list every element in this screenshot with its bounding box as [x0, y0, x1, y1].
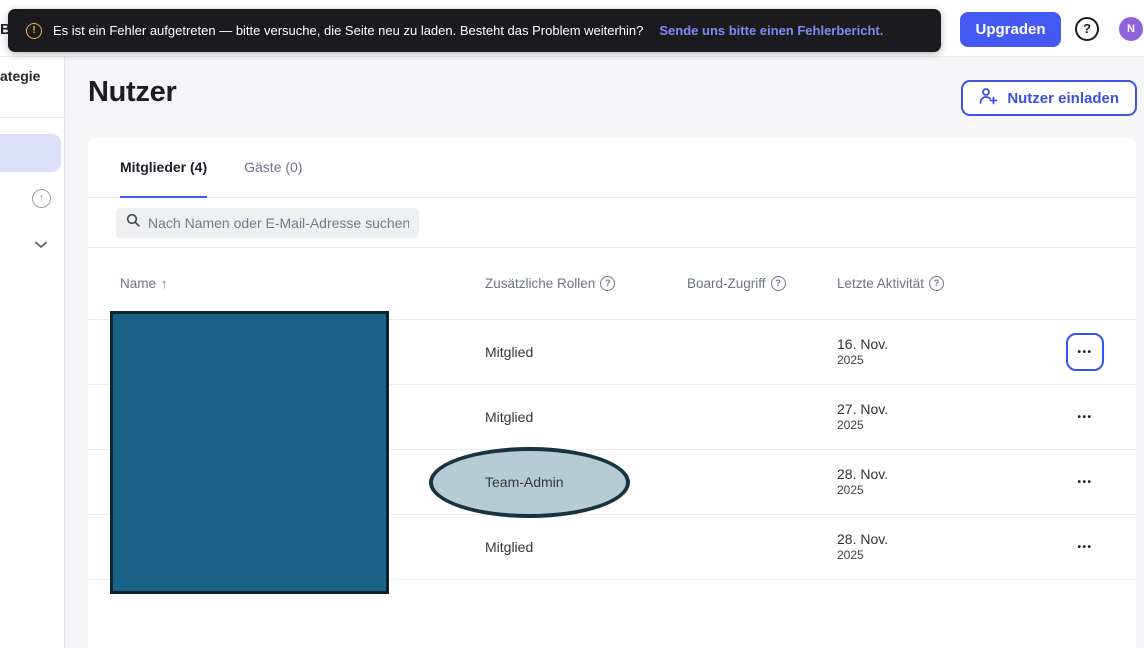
info-icon[interactable]: ? [600, 276, 616, 291]
member-role: Mitglied [485, 539, 534, 555]
invite-users-label: Nutzer einladen [1007, 89, 1119, 107]
chevron-down-icon[interactable] [34, 236, 48, 254]
member-last-activity: 28. Nov. 2025 [837, 531, 889, 562]
table-row: Team-Admin 28. Nov. 2025 ••• [88, 450, 1136, 515]
table-row: Mitglied 28. Nov. 2025 ••• [88, 515, 1136, 580]
sidebar-clipped-label: ategie [0, 68, 41, 84]
help-icon[interactable]: ? [1075, 17, 1099, 41]
row-menu-button[interactable]: ••• [1066, 528, 1104, 566]
sidebar-item-active[interactable] [0, 134, 61, 172]
member-last-activity: 16. Nov. 2025 [837, 336, 889, 367]
person-plus-icon [979, 87, 998, 109]
arrow-up-circle-icon[interactable]: ↑ [32, 189, 51, 208]
member-role: Mitglied [485, 409, 534, 425]
avatar[interactable]: N [1119, 17, 1143, 41]
redaction-box-annotation [110, 311, 389, 594]
table-header: Name ↑ Zusätzliche Rollen ? Board-Zugrif… [88, 248, 1136, 320]
column-header-last-activity: Letzte Aktivität ? [837, 276, 1056, 291]
highlight-ellipse-annotation [429, 447, 630, 518]
upgrade-button[interactable]: Upgraden [960, 12, 1061, 47]
member-role: Mitglied [485, 344, 534, 360]
clipped-team-name: B [0, 21, 11, 38]
top-bar: B ! Es ist ein Fehler aufgetreten — bitt… [0, 0, 1144, 57]
search-row [88, 198, 1136, 248]
invite-users-button[interactable]: Nutzer einladen [961, 80, 1137, 116]
tab-members[interactable]: Mitglieder (4) [120, 138, 208, 198]
tab-guests[interactable]: Gäste (0) [244, 159, 303, 175]
error-toast: ! Es ist ein Fehler aufgetreten — bitte … [8, 9, 941, 52]
row-menu-button[interactable]: ••• [1066, 463, 1104, 501]
sidebar-divider [0, 117, 65, 118]
column-header-board-access: Board-Zugriff ? [687, 276, 837, 291]
member-last-activity: 28. Nov. 2025 [837, 466, 889, 497]
table-row: Mitglied 27. Nov. 2025 ••• [88, 385, 1136, 450]
member-last-activity: 27. Nov. 2025 [837, 401, 889, 432]
page-title: Nutzer [88, 76, 177, 108]
column-header-roles: Zusätzliche Rollen ? [485, 276, 687, 291]
error-report-link[interactable]: Sende uns bitte einen Fehlerbericht. [659, 23, 884, 38]
info-icon[interactable]: ? [770, 276, 786, 291]
row-menu-button[interactable]: ••• [1066, 398, 1104, 436]
error-toast-message: Es ist ein Fehler aufgetreten — bitte ve… [53, 23, 644, 38]
sort-ascending-icon: ↑ [161, 276, 168, 291]
info-icon[interactable]: ? [929, 276, 945, 291]
column-header-name[interactable]: Name ↑ [120, 276, 168, 291]
warning-icon: ! [26, 22, 42, 39]
row-menu-button[interactable]: ••• [1066, 333, 1104, 371]
member-role: Team-Admin [485, 474, 564, 490]
search-input[interactable] [148, 214, 409, 231]
tabs: Mitglieder (4) Gäste (0) [88, 138, 1136, 198]
search-icon [126, 213, 140, 232]
sidebar: ategie ↑ [0, 57, 65, 648]
table-row: Mitglied 16. Nov. 2025 ••• [88, 320, 1136, 385]
search-box[interactable] [116, 207, 419, 238]
